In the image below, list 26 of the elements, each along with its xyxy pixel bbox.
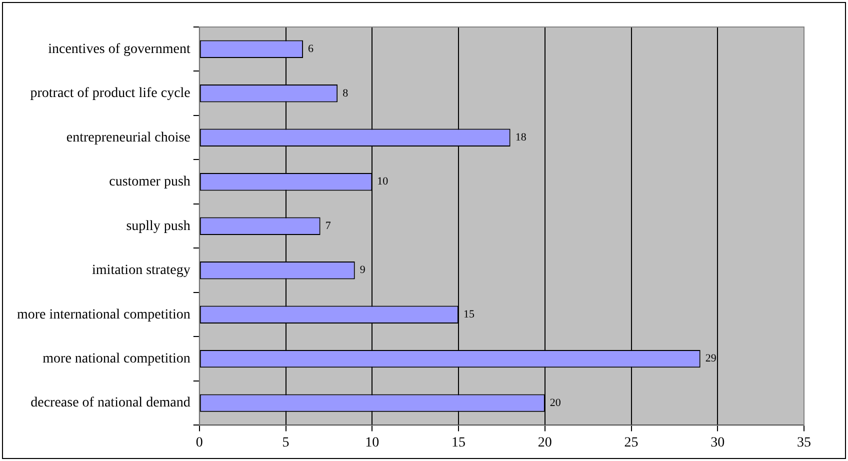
y-tick-label: protract of product life cycle (30, 86, 190, 102)
data-label: 9 (360, 264, 366, 276)
y-tick-label: decrease of national demand (30, 396, 190, 411)
y-tick-label: customer push (109, 174, 190, 190)
x-tick-label: 10 (365, 435, 380, 450)
y-tick-label: incentives of government (48, 42, 190, 57)
x-tick-label: 30 (710, 435, 725, 450)
y-tick-label: suplly push (126, 218, 190, 234)
data-label: 29 (705, 352, 717, 365)
y-tick-label: imitation strategy (92, 263, 190, 278)
data-label: 6 (308, 43, 314, 56)
y-tick-label: entrepreneurial choise (66, 130, 190, 146)
x-tick-label: 5 (282, 435, 290, 450)
x-tick-label: 15 (452, 435, 466, 450)
data-label: 15 (464, 308, 476, 320)
y-tick-label: more international competition (16, 307, 190, 322)
y-tick-label: more national competition (42, 352, 190, 367)
data-label: 18 (515, 132, 527, 144)
x-tick-label: 25 (624, 435, 638, 450)
data-label: 10 (377, 176, 389, 188)
x-tick-label: 35 (797, 435, 811, 450)
data-label: 7 (325, 220, 332, 232)
x-tick-label: 0 (196, 435, 203, 450)
x-tick-label: 20 (538, 435, 552, 450)
data-label: 20 (550, 396, 562, 409)
data-label: 8 (342, 87, 349, 100)
